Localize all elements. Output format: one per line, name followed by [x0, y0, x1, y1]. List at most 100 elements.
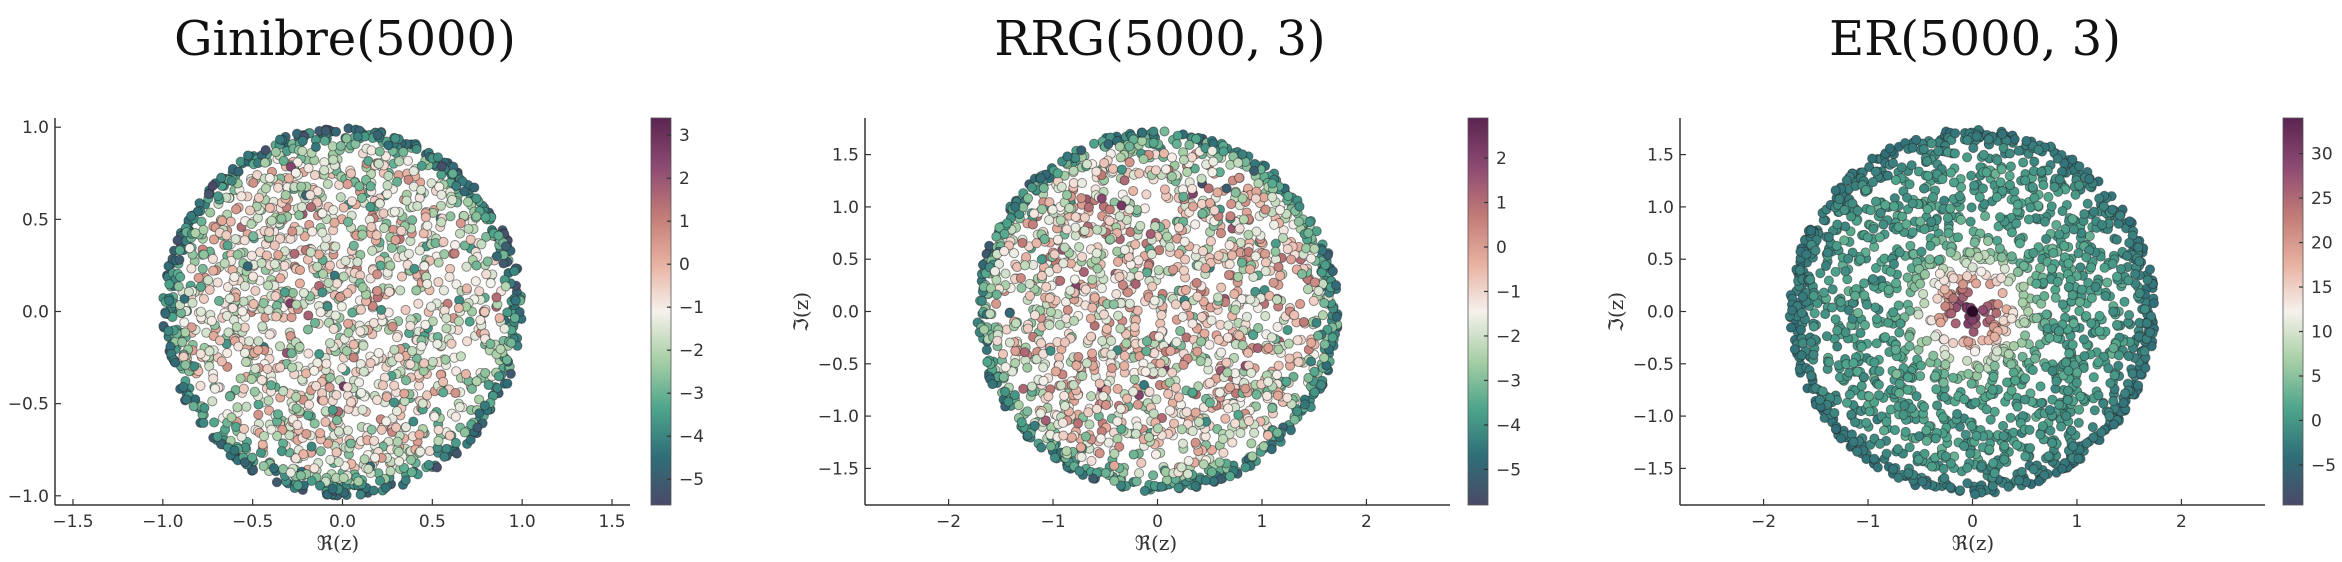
data-point [415, 446, 426, 457]
x-tick-label: −0.5 [232, 512, 273, 532]
data-point [163, 325, 174, 337]
data-point [1148, 126, 1159, 137]
data-point [270, 291, 281, 302]
data-point [1962, 152, 1973, 163]
data-point [1052, 168, 1063, 179]
data-point [1208, 156, 1219, 167]
data-point [207, 396, 218, 407]
data-point [451, 366, 462, 377]
data-point [392, 176, 403, 187]
data-point [204, 346, 215, 357]
data-point [1272, 390, 1283, 401]
data-point [447, 194, 458, 205]
data-point [471, 376, 482, 387]
data-point [1115, 323, 1126, 334]
data-point [275, 362, 286, 373]
data-point [1283, 338, 1294, 349]
data-point [445, 211, 456, 222]
data-point [195, 380, 206, 391]
data-point [1077, 370, 1088, 381]
data-point [173, 281, 184, 292]
data-point [1222, 367, 1233, 378]
data-point [239, 281, 250, 292]
data-point [1196, 336, 1207, 347]
data-point [1111, 289, 1122, 300]
colorbar-tick-label: −2 [679, 341, 704, 361]
panel-ginibre: Ginibre(5000) −1.5 −1.0 −0.5 0.0 0.5 1.0 1.5−1… [8, 11, 704, 555]
data-point [264, 329, 275, 340]
axes: −1.5 −1.0 −0.5 0.0 0.5 1.0 1.5−1.0−0.50.00.51.… [8, 118, 630, 532]
data-point [1227, 250, 1238, 261]
data-point [1206, 315, 1217, 326]
data-point [1052, 234, 1063, 245]
data-point [494, 313, 505, 324]
data-point [376, 424, 387, 435]
data-point [1225, 211, 1236, 222]
data-point [355, 304, 366, 315]
data-point [273, 182, 284, 193]
data-point [1319, 352, 1330, 363]
data-point [1217, 433, 1229, 444]
data-point [1180, 285, 1191, 296]
data-point [258, 431, 270, 442]
data-point [499, 323, 510, 334]
data-point [411, 144, 422, 155]
data-point [1043, 391, 1054, 402]
data-point [1234, 330, 1245, 341]
data-point [222, 281, 234, 293]
data-point [365, 358, 376, 369]
scatter-points [1784, 124, 2160, 500]
data-point [1101, 323, 1112, 335]
data-point [1165, 345, 1176, 356]
data-point [400, 375, 412, 386]
data-point [453, 316, 464, 327]
data-point [291, 299, 302, 310]
data-point [1271, 369, 1283, 380]
data-point [991, 231, 1002, 242]
data-point [307, 226, 318, 237]
x-tick-label: −1.0 [142, 512, 183, 532]
data-point [1263, 376, 1274, 387]
data-point [1955, 214, 1967, 225]
data-point [462, 336, 473, 347]
data-point [1233, 157, 1244, 168]
data-point [408, 166, 419, 177]
data-point [1170, 299, 1181, 310]
data-point [327, 404, 338, 416]
data-point [1073, 351, 1084, 362]
data-point [315, 428, 326, 439]
data-point [1275, 270, 1286, 281]
data-point [1297, 269, 1308, 280]
data-point [1216, 282, 1227, 293]
data-point [1192, 291, 1203, 302]
data-point [1281, 376, 1292, 387]
data-point [1295, 298, 1306, 310]
data-point [250, 285, 261, 296]
colorbar-tick-label: 2 [1496, 149, 1507, 169]
data-point [1148, 408, 1159, 419]
data-point [343, 216, 354, 227]
data-point [1293, 216, 1304, 227]
data-point [294, 210, 305, 221]
data-point [1187, 201, 1199, 212]
data-point [429, 411, 440, 422]
data-point [238, 383, 249, 394]
data-point [1072, 418, 1084, 429]
data-point [1267, 192, 1278, 203]
data-point [205, 207, 216, 218]
data-point [414, 245, 425, 256]
data-point [203, 275, 214, 286]
data-point [1096, 283, 1107, 294]
data-point [1190, 219, 1201, 230]
data-point [1026, 381, 1038, 392]
data-point [459, 240, 470, 251]
data-point [1313, 285, 1324, 297]
data-point [374, 146, 385, 157]
data-point [1267, 403, 1278, 414]
data-point [1823, 275, 1834, 286]
data-point [422, 220, 433, 231]
data-point [1180, 300, 1191, 311]
data-point [1117, 279, 1128, 291]
data-point [1168, 418, 1180, 429]
